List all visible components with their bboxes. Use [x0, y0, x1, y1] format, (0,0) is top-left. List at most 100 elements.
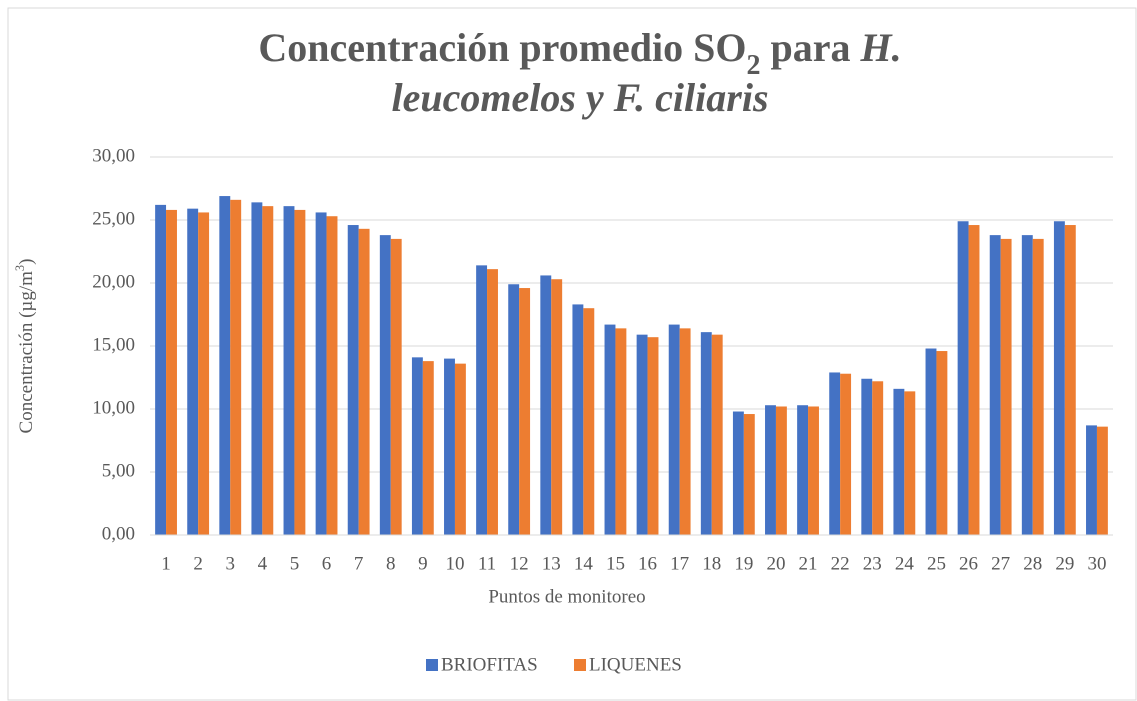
- bar: [765, 405, 776, 535]
- x-tick-label: 25: [927, 553, 946, 574]
- bar: [519, 288, 531, 535]
- y-tick-label: 15,00: [92, 334, 135, 355]
- legend-swatch: [574, 659, 586, 671]
- bar: [1096, 426, 1108, 535]
- x-tick-label: 26: [959, 553, 978, 574]
- text-segment: ): [16, 259, 37, 265]
- x-tick-label: 10: [445, 553, 464, 574]
- bar: [294, 209, 306, 536]
- bar: [968, 225, 980, 536]
- x-tick-label: 17: [670, 553, 689, 574]
- bar: [808, 406, 819, 535]
- x-tick-label: 27: [991, 553, 1010, 574]
- bar: [861, 378, 873, 535]
- bar: [829, 372, 841, 535]
- bar: [422, 361, 434, 535]
- bar: [315, 212, 327, 535]
- bar: [155, 204, 167, 535]
- x-tick-label: 18: [702, 553, 721, 574]
- x-tick-label: 2: [193, 553, 203, 574]
- bar: [166, 209, 177, 536]
- bar: [508, 284, 520, 535]
- x-tick-label: 23: [863, 553, 882, 574]
- bar: [390, 238, 402, 535]
- x-tick-label: 7: [354, 553, 364, 574]
- bar: [840, 373, 852, 535]
- bar: [1032, 238, 1044, 535]
- bar: [904, 391, 916, 535]
- x-tick-label: 8: [386, 553, 396, 574]
- x-axis-title: Puntos de monitoreo: [488, 586, 645, 607]
- bar: [347, 225, 359, 536]
- y-tick-label: 25,00: [92, 208, 135, 229]
- text-segment: 3: [13, 265, 27, 271]
- x-tick-label: 20: [766, 553, 785, 574]
- bar: [732, 411, 744, 535]
- bar: [1000, 238, 1012, 535]
- y-axis-title: Concentración (µg/m3): [13, 259, 38, 434]
- bar: [251, 202, 263, 536]
- bar: [604, 324, 616, 535]
- x-tick-label: 30: [1087, 553, 1106, 574]
- x-tick-label: 6: [322, 553, 332, 574]
- bar: [797, 405, 809, 535]
- bar: [936, 351, 948, 535]
- bar: [647, 337, 659, 535]
- x-tick-label: 1: [161, 553, 171, 574]
- bar: [1053, 221, 1065, 535]
- x-tick-label: 16: [638, 553, 657, 574]
- x-tick-label: 4: [258, 553, 268, 574]
- bar: [283, 206, 295, 535]
- x-tick-label: 22: [831, 553, 850, 574]
- bar: [219, 196, 231, 535]
- bar: [989, 235, 1001, 535]
- bar: [1021, 235, 1033, 535]
- y-tick-label: 10,00: [92, 397, 135, 418]
- text-segment: leucomelos y F. ciliaris: [391, 75, 768, 120]
- bar: [540, 275, 552, 535]
- bar: [925, 348, 937, 535]
- x-tick-label: 9: [418, 553, 428, 574]
- x-tick-label: 11: [478, 553, 496, 574]
- chart-title: leucomelos y F. ciliaris: [391, 75, 768, 120]
- y-tick-label: 0,00: [102, 523, 135, 544]
- bar: [775, 406, 787, 535]
- text-segment: 2: [747, 50, 761, 81]
- bar: [198, 212, 210, 535]
- x-tick-label: 29: [1055, 553, 1074, 574]
- bar: [454, 363, 466, 535]
- bar: [487, 269, 498, 535]
- bar: [262, 206, 274, 535]
- legend-label: LIQUENES: [589, 654, 682, 675]
- x-tick-label: 13: [542, 553, 561, 574]
- bar: [893, 388, 905, 535]
- bar: [551, 279, 563, 535]
- bar: [700, 332, 712, 535]
- bar: [476, 265, 488, 535]
- bar: [1064, 225, 1076, 536]
- bar: [615, 328, 627, 535]
- x-tick-label: 24: [895, 553, 915, 574]
- x-tick-label: 14: [574, 553, 594, 574]
- bar: [636, 334, 648, 535]
- bar: [711, 334, 723, 535]
- y-tick-label: 30,00: [92, 145, 135, 166]
- bar: [1086, 425, 1097, 535]
- bar: [743, 414, 755, 535]
- bar: [679, 328, 691, 535]
- bar: [187, 208, 199, 535]
- bar: [572, 304, 584, 535]
- x-tick-label: 28: [1023, 553, 1042, 574]
- text-segment: Concentración promedio SO: [258, 25, 746, 70]
- y-tick-label: 5,00: [102, 460, 135, 481]
- legend-swatch: [426, 659, 438, 671]
- bar: [326, 216, 338, 535]
- bar: [583, 308, 595, 535]
- bar: [668, 324, 680, 535]
- bar: [957, 221, 969, 535]
- x-tick-label: 12: [510, 553, 529, 574]
- x-tick-label: 15: [606, 553, 625, 574]
- bar: [444, 358, 455, 535]
- text-segment: Concentración (µg/m: [16, 271, 37, 434]
